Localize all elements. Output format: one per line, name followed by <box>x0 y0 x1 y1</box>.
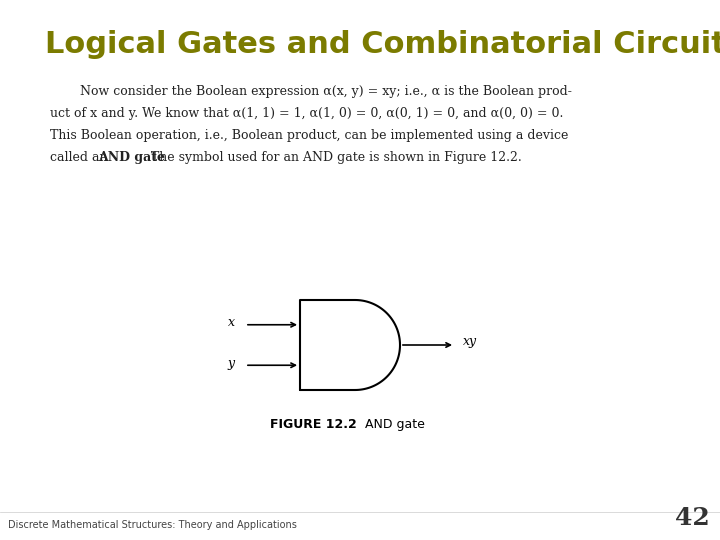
Text: AND gate: AND gate <box>365 418 425 431</box>
Text: This Boolean operation, i.e., Boolean product, can be implemented using a device: This Boolean operation, i.e., Boolean pr… <box>50 129 568 142</box>
Text: FIGURE 12.2: FIGURE 12.2 <box>270 418 356 431</box>
Text: 42: 42 <box>675 506 710 530</box>
Text: Logical Gates and Combinatorial Circuits: Logical Gates and Combinatorial Circuits <box>45 30 720 59</box>
Text: Discrete Mathematical Structures: Theory and Applications: Discrete Mathematical Structures: Theory… <box>8 520 297 530</box>
Text: uct of x and y. We know that α(1, 1) = 1, α(1, 0) = 0, α(0, 1) = 0, and α(0, 0) : uct of x and y. We know that α(1, 1) = 1… <box>50 107 563 120</box>
Text: called an: called an <box>50 151 112 164</box>
Text: AND gate: AND gate <box>99 151 166 164</box>
Text: . The symbol used for an AND gate is shown in Figure 12.2.: . The symbol used for an AND gate is sho… <box>143 151 522 164</box>
Text: xy: xy <box>463 335 477 348</box>
Text: x: x <box>228 316 235 329</box>
Text: y: y <box>228 357 235 370</box>
Text: Now consider the Boolean expression α(x, y) = xy; i.e., α is the Boolean prod-: Now consider the Boolean expression α(x,… <box>80 85 572 98</box>
